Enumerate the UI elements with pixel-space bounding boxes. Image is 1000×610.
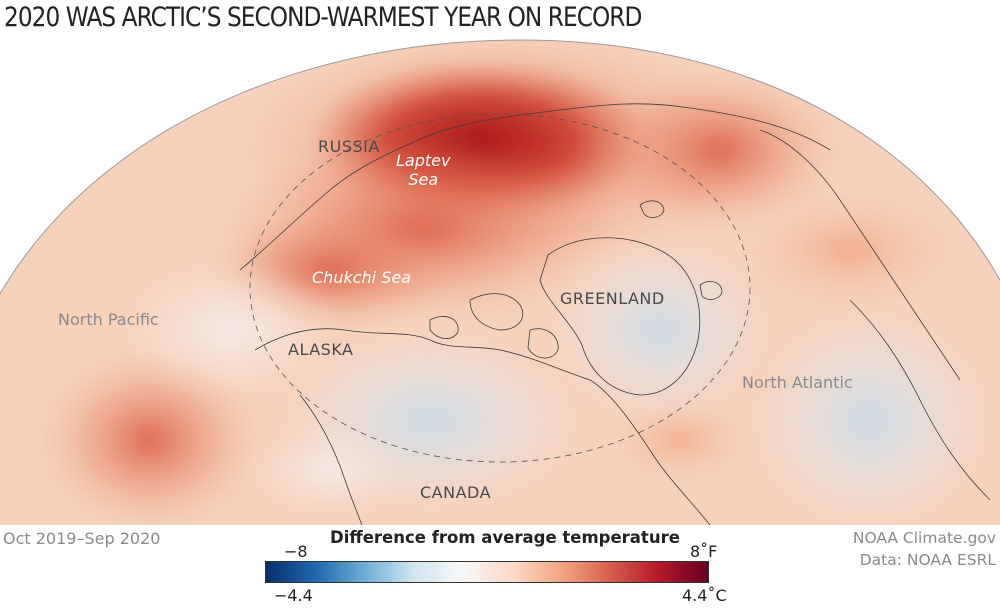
legend-c-min: −4.4 <box>274 586 313 605</box>
color-scale-bar <box>265 561 709 583</box>
label-laptev-sea: Laptev Sea <box>396 151 450 189</box>
label-russia: Russia <box>318 137 380 156</box>
label-chukchi-sea: Chukchi Sea <box>312 268 411 287</box>
label-canada: Canada <box>420 483 492 502</box>
label-laptev-line1: Laptev <box>396 151 451 170</box>
arctic-temperature-map <box>0 39 1000 525</box>
legend-f-min: −8 <box>284 542 308 561</box>
label-alaska: Alaska <box>288 340 354 359</box>
label-greenland: Greenland <box>560 289 665 308</box>
label-north-pacific: North Pacific <box>58 310 159 329</box>
globe-outline <box>0 39 1000 296</box>
credit-line2: Data: NOAA ESRL <box>859 551 996 569</box>
arctic-circle-line <box>249 113 751 463</box>
coastlines <box>239 103 991 525</box>
temperature-anomaly-field <box>0 40 1000 525</box>
legend-title: Difference from average temperature <box>330 528 680 547</box>
legend-c-max: 4.4˚C <box>682 586 727 605</box>
label-north-atlantic: North Atlantic <box>742 373 853 392</box>
legend-f-max: 8˚F <box>690 542 718 561</box>
credit-line1: NOAA Climate.gov <box>852 529 996 547</box>
label-laptev-line2: Sea <box>408 170 439 189</box>
time-period: Oct 2019–Sep 2020 <box>3 529 161 548</box>
page-title: 2020 WAS ARCTIC’S SECOND-WARMEST YEAR ON… <box>4 2 642 33</box>
